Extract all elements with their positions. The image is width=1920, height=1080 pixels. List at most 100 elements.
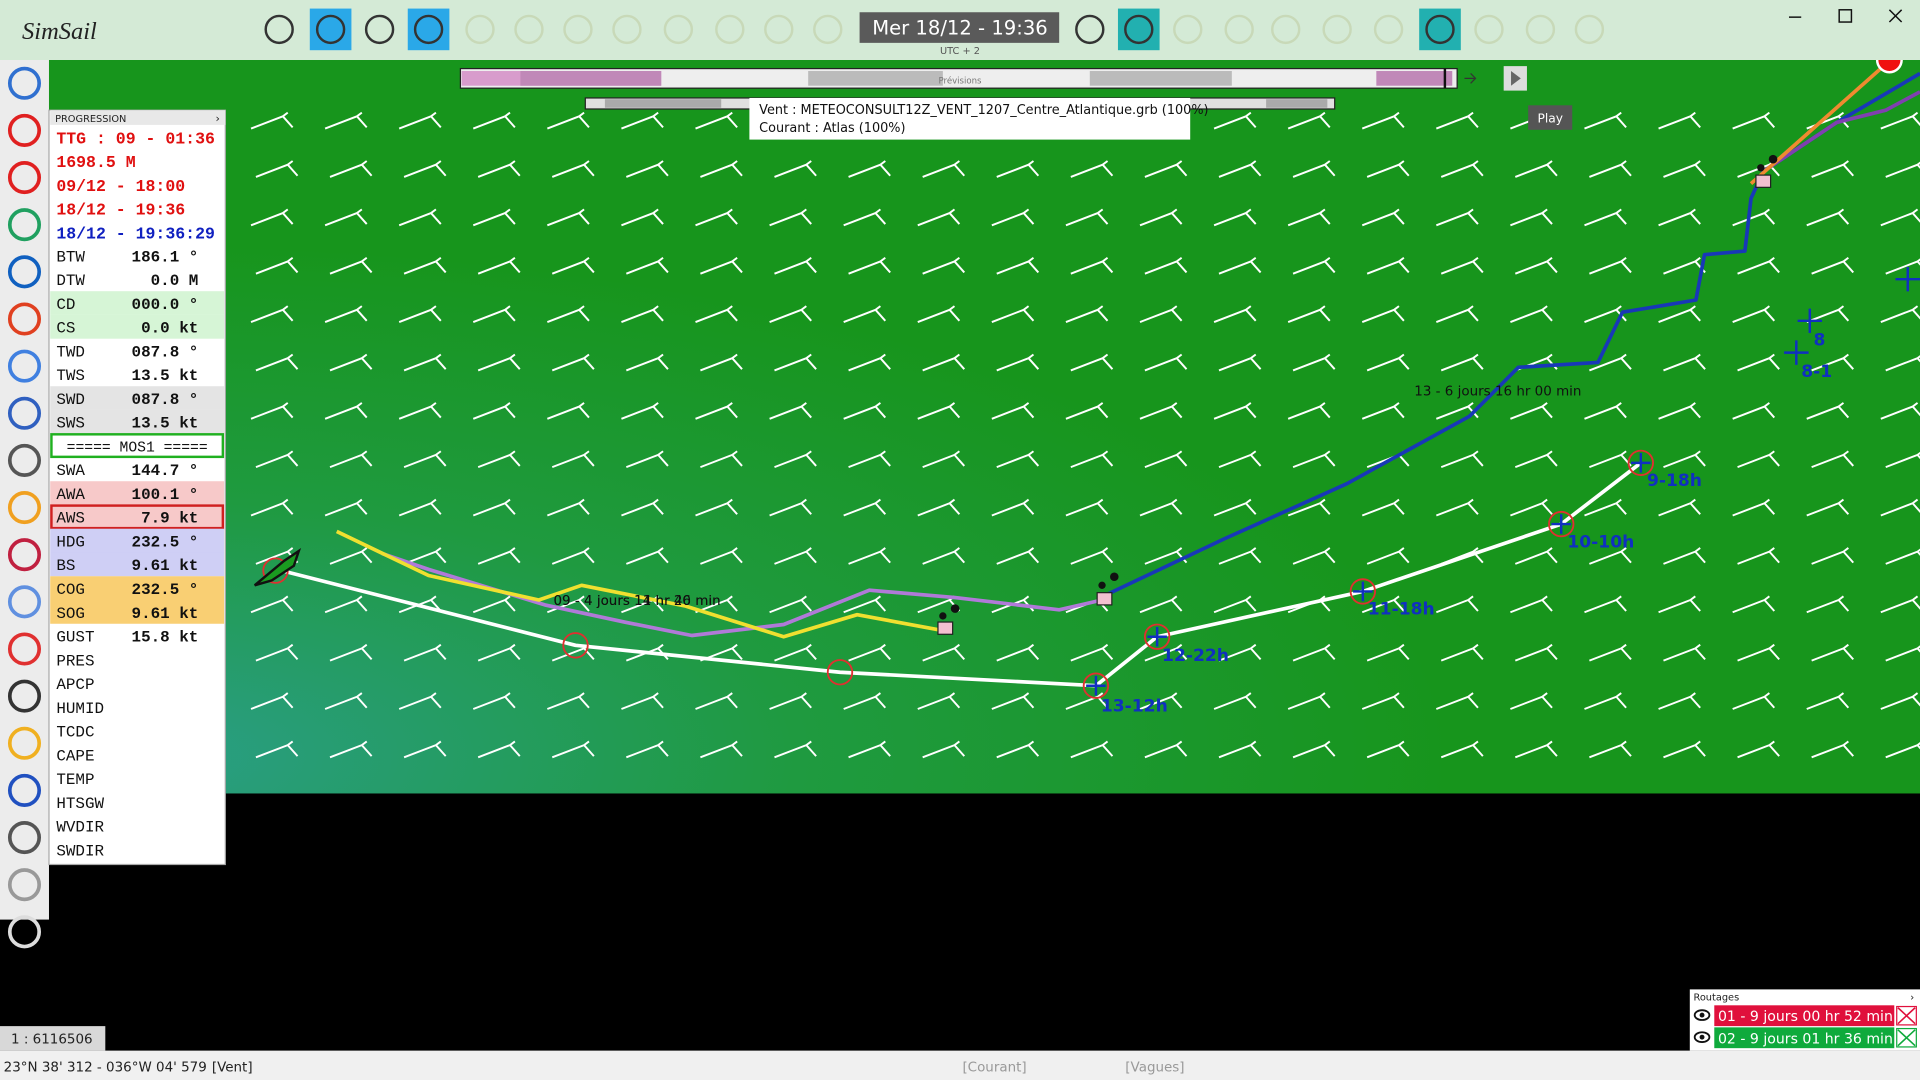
wind-barb bbox=[1589, 353, 1632, 372]
sidebar-icon[interactable] bbox=[7, 773, 42, 807]
tool-icon[interactable] bbox=[1224, 14, 1254, 45]
wind-barb bbox=[1361, 498, 1405, 517]
tool-icon[interactable] bbox=[813, 14, 843, 45]
tool-icon[interactable] bbox=[1173, 14, 1203, 45]
wind-barb bbox=[1806, 595, 1850, 614]
tool-icon[interactable] bbox=[1271, 14, 1301, 45]
tool-icon[interactable] bbox=[1574, 14, 1605, 45]
tool-icon[interactable] bbox=[514, 14, 544, 45]
wind-barb bbox=[329, 450, 373, 469]
close[interactable] bbox=[1888, 9, 1903, 23]
tool-icon[interactable] bbox=[663, 14, 694, 45]
tool-icon[interactable] bbox=[413, 14, 444, 45]
isochrone-label: 9-18h bbox=[1647, 471, 1702, 491]
progression-expand[interactable]: › bbox=[216, 112, 220, 125]
wind-barb bbox=[1070, 740, 1114, 759]
tool-icon[interactable] bbox=[612, 14, 642, 45]
wind-barb bbox=[700, 547, 743, 565]
wind-barb bbox=[1885, 645, 1920, 662]
sidebar-icon[interactable] bbox=[7, 821, 42, 855]
datetime-box[interactable] bbox=[859, 12, 1060, 43]
route-white bbox=[281, 461, 1642, 688]
tool-icon[interactable] bbox=[1525, 14, 1556, 45]
sidebar-icon[interactable] bbox=[7, 255, 42, 289]
tool-icon[interactable] bbox=[364, 14, 395, 45]
wind-barb bbox=[1663, 450, 1706, 469]
tool-icon[interactable] bbox=[1425, 14, 1455, 45]
tool-icon[interactable] bbox=[1075, 14, 1105, 45]
wind-barb bbox=[1287, 692, 1331, 710]
wind-barb bbox=[1292, 450, 1336, 469]
wind-barb bbox=[546, 111, 590, 130]
wind-barb bbox=[1144, 740, 1188, 759]
tool-icon[interactable] bbox=[465, 14, 495, 45]
tool-icon[interactable] bbox=[1124, 14, 1154, 45]
wind-barb bbox=[250, 692, 294, 710]
sidebar-icon[interactable] bbox=[7, 349, 42, 383]
wind-barb bbox=[700, 450, 743, 469]
wind-barb bbox=[1218, 740, 1262, 759]
play-tooltip bbox=[1528, 105, 1573, 130]
wind-barb bbox=[1292, 160, 1336, 178]
sidebar-icon[interactable] bbox=[7, 538, 42, 572]
wind-barb bbox=[1213, 402, 1257, 420]
visibility-toggle[interactable] bbox=[1693, 1009, 1711, 1021]
sidebar-icon[interactable] bbox=[7, 208, 42, 242]
visibility-toggle[interactable] bbox=[1693, 1031, 1711, 1043]
wind-barb bbox=[1292, 740, 1336, 759]
sidebar-icon[interactable] bbox=[7, 726, 42, 760]
wind-barb bbox=[1584, 692, 1627, 710]
sidebar-icon[interactable] bbox=[7, 66, 42, 100]
datetime: Mer 18/12 - 19:36 bbox=[872, 16, 1048, 39]
wind-barb bbox=[774, 643, 817, 662]
wind-barb bbox=[1435, 402, 1479, 420]
wind-barb bbox=[625, 256, 669, 275]
row-background bbox=[50, 291, 225, 315]
wind-barb bbox=[1065, 498, 1109, 517]
routage-color[interactable] bbox=[1714, 1027, 1895, 1049]
wind-barb bbox=[625, 547, 669, 565]
waypoint bbox=[1082, 672, 1110, 699]
wind-barb bbox=[1589, 643, 1632, 662]
tool-icon[interactable] bbox=[315, 14, 346, 45]
wind-barb bbox=[1737, 643, 1780, 662]
row-label: AWS bbox=[56, 510, 85, 528]
tool-icon[interactable] bbox=[764, 14, 794, 45]
tool-icon[interactable] bbox=[715, 14, 745, 45]
sidebar-icon[interactable] bbox=[7, 632, 42, 666]
sidebar-icon[interactable] bbox=[7, 396, 42, 430]
sidebar-icon[interactable] bbox=[7, 491, 42, 525]
wind-barb bbox=[1292, 643, 1336, 662]
tool-icon[interactable] bbox=[1322, 14, 1352, 45]
timeline-segment bbox=[808, 71, 943, 86]
wind-barb bbox=[991, 402, 1035, 420]
row-label: APCP bbox=[56, 676, 94, 694]
wind-barb bbox=[1589, 256, 1632, 275]
wind-barb bbox=[774, 256, 817, 275]
tool-icon[interactable] bbox=[1373, 14, 1404, 45]
routages-expand[interactable]: › bbox=[1910, 992, 1914, 1003]
sidebar-icon[interactable] bbox=[7, 915, 42, 949]
sidebar-icon[interactable] bbox=[7, 585, 42, 619]
sidebar-icon[interactable] bbox=[7, 868, 42, 902]
wind-barb bbox=[1065, 692, 1109, 710]
wind-barb bbox=[774, 450, 817, 469]
sidebar-icon[interactable] bbox=[7, 113, 42, 147]
wind-barb bbox=[922, 160, 966, 178]
wind-barb bbox=[329, 643, 373, 662]
routage-color[interactable] bbox=[1714, 1005, 1895, 1027]
maximize[interactable] bbox=[1838, 9, 1853, 23]
wind-barb bbox=[250, 498, 294, 517]
sidebar-icon[interactable] bbox=[7, 679, 42, 713]
tool-icons bbox=[264, 8, 1605, 51]
sidebar-icon[interactable] bbox=[7, 161, 42, 195]
wind-barb bbox=[1658, 208, 1701, 227]
sidebar-icon[interactable] bbox=[7, 302, 42, 336]
tool-icon[interactable] bbox=[563, 14, 593, 45]
tool-icon[interactable] bbox=[1474, 14, 1504, 45]
scale: 1 : 6116506 bbox=[11, 1032, 93, 1047]
route-annotation: 09 - 4 jours 11 hr 20 min bbox=[553, 594, 720, 609]
cross-marks bbox=[1086, 266, 1920, 696]
tool-icon[interactable] bbox=[264, 14, 294, 45]
sidebar-icon[interactable] bbox=[7, 443, 42, 477]
